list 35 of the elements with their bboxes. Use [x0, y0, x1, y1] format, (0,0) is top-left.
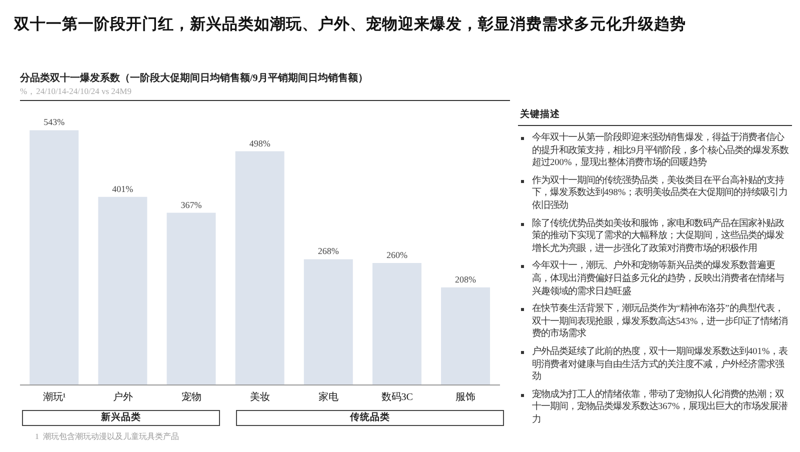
text: 在快节奏生活背景下，潮玩品类作为“精神布洛芬”的典型代表，双十一期间表现抢眼，爆发系数高达543%，进一步印证了情绪消费的市场需求 — [532, 304, 788, 340]
x-tick-label: 宠物 — [181, 391, 202, 404]
text: 宠物成为打工人的情绪依靠，带动了宠物拟人化消费的热潮；双十一期间，宠物品类爆发系数达367%，展现出巨大的市场发展潜力 — [532, 390, 788, 425]
text: 除了传统优势品类如美妆和服饰，家电和数码产品在国家补贴政策的推动下实现了需求的大幅释放；大促期间，这些品类的爆发增长尤为亮眼，进一步强化了政策对消费市场的积极作用 — [532, 218, 784, 254]
x-tick-label: 潮玩¹ — [42, 391, 66, 404]
data-label: 208% — [455, 274, 477, 284]
text: 新兴品类 — [101, 413, 141, 423]
bar — [98, 196, 148, 385]
chart-subtitle: 分品类双十一爆发系数（一阶段大促期间日均销售额/9月平销期间日均销售额） — [20, 73, 368, 84]
x-tick-label: 家电 — [318, 391, 339, 404]
data-label: 498% — [249, 138, 271, 148]
data-label: 543% — [44, 117, 66, 128]
bar — [304, 259, 353, 385]
chart-title: 双十一第一阶段开门红，新兴品类如潮玩、户外、宠物迎来爆发，彰显消费需求多元化升级趋势 — [14, 16, 686, 33]
x-tick-label: 户外 — [112, 391, 133, 404]
text: 作为双十一期间的传统强势品类，美妆类目在平台高补贴的支持下，爆发系数达到498%；表明美妆品类在大促期间的持续吸引力依旧强劲 — [532, 176, 788, 211]
text: %，24/10/14-24/10/24 vs 24M9 — [20, 86, 132, 96]
text: 1 潮玩包含潮玩动漫以及儿童玩具类产品 — [35, 432, 179, 441]
text: 今年双十一从第一阶段即迎来强劲销售爆发，得益于消费者信心的提升和政策支持，相比9月平销阶段，多个核心品类的爆发系数超过200%，显现出整体消费市场的回暖趋势 — [532, 133, 789, 168]
x-tick-label: 美妆 — [250, 391, 270, 404]
text: 今年双十一，潮玩、户外和宠物等新兴品类的爆发系数普遍更高，体现出消费偏好日益多元化的趋势，反映出消费者在情绪与兴趣领域的需求日趋旺盛 — [532, 261, 784, 297]
text: 户外品类延续了此前的热度，双十一期间爆发系数达到401%，表明消费者对健康与自由生活方式的关注度不减，户外经济需求强劲 — [532, 346, 788, 382]
x-tick-label: 服饰 — [456, 391, 476, 404]
text: 关键描述 — [520, 110, 560, 120]
bar — [441, 287, 490, 385]
bar — [372, 262, 422, 385]
data-label: 401% — [112, 184, 134, 194]
bar — [235, 151, 284, 385]
text: 传统品类 — [350, 413, 390, 423]
data-label: 260% — [386, 250, 408, 260]
data-label: 367% — [180, 200, 202, 210]
x-tick-label: 数码3C — [381, 392, 414, 404]
data-label: 268% — [318, 246, 340, 256]
bar — [30, 130, 79, 385]
bar — [166, 212, 216, 385]
